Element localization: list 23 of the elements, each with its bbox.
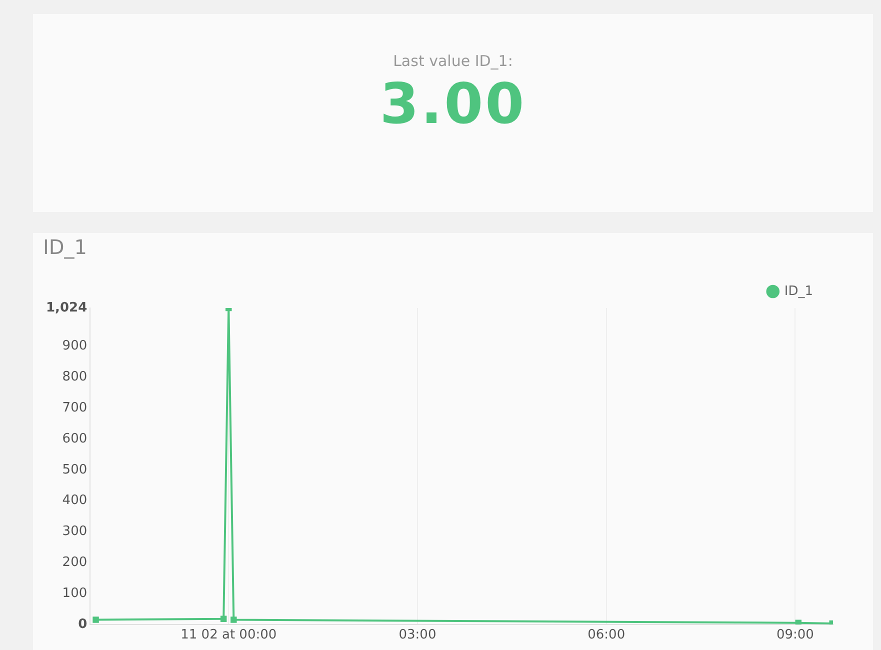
y-tick-label: 400 (62, 493, 88, 508)
text: 3.00 (378, 72, 528, 137)
y-tick-label: 600 (62, 431, 88, 446)
x-tick-label: 11 02 at 00:00 (180, 628, 277, 643)
y-tick-label: 300 (62, 524, 88, 540)
x-tick-label: 06:00 (588, 628, 626, 643)
point (220, 616, 227, 622)
chart-title: ID_1 (43, 235, 88, 260)
y-tick-label: 500 (62, 462, 88, 478)
point (92, 616, 99, 623)
x-tick-label: 03:00 (398, 628, 436, 643)
y-tick-label: 100 (62, 586, 88, 601)
y-tick-label: 700 (62, 400, 88, 416)
y-tick-label: 800 (62, 370, 88, 385)
point (230, 616, 237, 623)
y-tick-label: 1,024 (46, 300, 88, 316)
legend-label: ID_1 (784, 284, 814, 299)
y-tick-label: 0 (78, 616, 88, 632)
point (795, 620, 802, 624)
y-tick-label: 200 (62, 554, 88, 570)
x-tick-label: 09:00 (776, 628, 814, 643)
y-tick-label: 900 (62, 338, 88, 354)
text: Last value ID_1: (392, 52, 514, 70)
